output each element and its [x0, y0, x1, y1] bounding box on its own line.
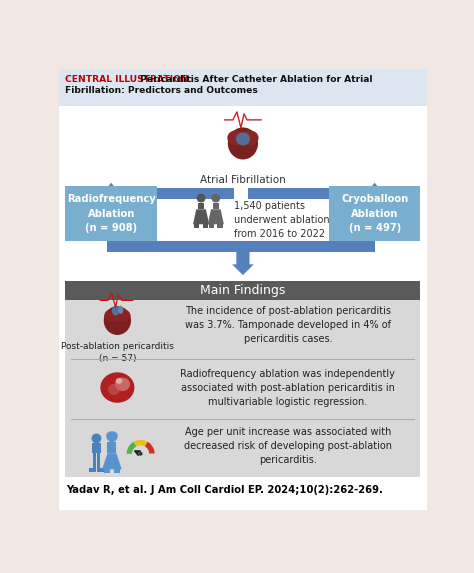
FancyBboxPatch shape	[92, 444, 100, 453]
Ellipse shape	[118, 305, 123, 314]
FancyBboxPatch shape	[107, 241, 243, 252]
Text: Cryoballoon
Ablation
(n = 497): Cryoballoon Ablation (n = 497)	[341, 194, 408, 233]
Ellipse shape	[112, 305, 119, 316]
FancyBboxPatch shape	[97, 453, 100, 472]
Ellipse shape	[106, 431, 118, 440]
Polygon shape	[102, 453, 122, 469]
FancyBboxPatch shape	[114, 469, 120, 473]
FancyBboxPatch shape	[65, 281, 420, 300]
FancyArrow shape	[105, 183, 118, 190]
FancyBboxPatch shape	[89, 468, 94, 472]
Text: CENTRAL ILLUSTRATION:: CENTRAL ILLUSTRATION:	[64, 75, 192, 84]
FancyBboxPatch shape	[71, 359, 415, 360]
Ellipse shape	[228, 127, 258, 159]
Text: Atrial Fibrillation: Atrial Fibrillation	[200, 175, 286, 185]
Ellipse shape	[100, 372, 135, 403]
Text: Yadav R, et al. J Am Coll Cardiol EP. 2024;10(2):262-269.: Yadav R, et al. J Am Coll Cardiol EP. 20…	[66, 485, 383, 494]
FancyBboxPatch shape	[104, 469, 109, 473]
Text: Post-ablation pericarditis
(n = 57): Post-ablation pericarditis (n = 57)	[61, 342, 174, 363]
Text: The incidence of post-ablation pericarditis
was 3.7%. Tamponade developed in 4% : The incidence of post-ablation pericardi…	[185, 306, 391, 344]
FancyBboxPatch shape	[329, 186, 420, 241]
Ellipse shape	[104, 309, 119, 322]
FancyBboxPatch shape	[238, 241, 374, 252]
FancyBboxPatch shape	[213, 202, 219, 209]
Ellipse shape	[104, 306, 131, 335]
Ellipse shape	[228, 131, 245, 146]
FancyBboxPatch shape	[71, 419, 415, 420]
FancyBboxPatch shape	[247, 188, 370, 199]
FancyBboxPatch shape	[198, 202, 204, 209]
Ellipse shape	[115, 378, 130, 391]
Circle shape	[139, 452, 143, 456]
Polygon shape	[193, 209, 209, 224]
Circle shape	[91, 434, 101, 444]
Ellipse shape	[116, 378, 122, 384]
Text: Main Findings: Main Findings	[200, 284, 286, 297]
FancyBboxPatch shape	[65, 300, 420, 477]
FancyBboxPatch shape	[59, 69, 427, 106]
FancyArrow shape	[232, 241, 254, 275]
FancyBboxPatch shape	[218, 224, 223, 228]
FancyBboxPatch shape	[108, 442, 117, 453]
Ellipse shape	[236, 132, 250, 146]
Circle shape	[107, 431, 117, 442]
Text: Radiofrequency ablation was independently
associated with post-ablation pericard: Radiofrequency ablation was independentl…	[181, 369, 395, 407]
FancyBboxPatch shape	[194, 224, 200, 228]
FancyBboxPatch shape	[107, 188, 234, 199]
Text: Pericarditis After Catheter Ablation for Atrial: Pericarditis After Catheter Ablation for…	[137, 75, 372, 84]
Polygon shape	[208, 209, 224, 224]
FancyBboxPatch shape	[209, 224, 214, 228]
Polygon shape	[145, 442, 155, 454]
Ellipse shape	[108, 384, 120, 395]
Circle shape	[197, 194, 206, 202]
FancyBboxPatch shape	[93, 453, 96, 472]
Polygon shape	[134, 440, 147, 446]
FancyBboxPatch shape	[59, 106, 427, 510]
Text: Fibrillation: Predictors and Outcomes: Fibrillation: Predictors and Outcomes	[64, 86, 257, 95]
Circle shape	[211, 194, 220, 202]
Text: 1,540 patients
underwent ablation
from 2016 to 2022: 1,540 patients underwent ablation from 2…	[235, 201, 330, 239]
Polygon shape	[127, 442, 137, 454]
Text: Age per unit increase was associated with
decreased risk of developing post-abla: Age per unit increase was associated wit…	[184, 427, 392, 465]
FancyBboxPatch shape	[99, 468, 104, 472]
FancyBboxPatch shape	[65, 186, 157, 241]
Ellipse shape	[241, 131, 258, 146]
FancyBboxPatch shape	[203, 224, 209, 228]
Ellipse shape	[115, 309, 130, 322]
FancyArrow shape	[368, 183, 381, 190]
Text: Radiofrequency
Ablation
(n = 908): Radiofrequency Ablation (n = 908)	[67, 194, 155, 233]
